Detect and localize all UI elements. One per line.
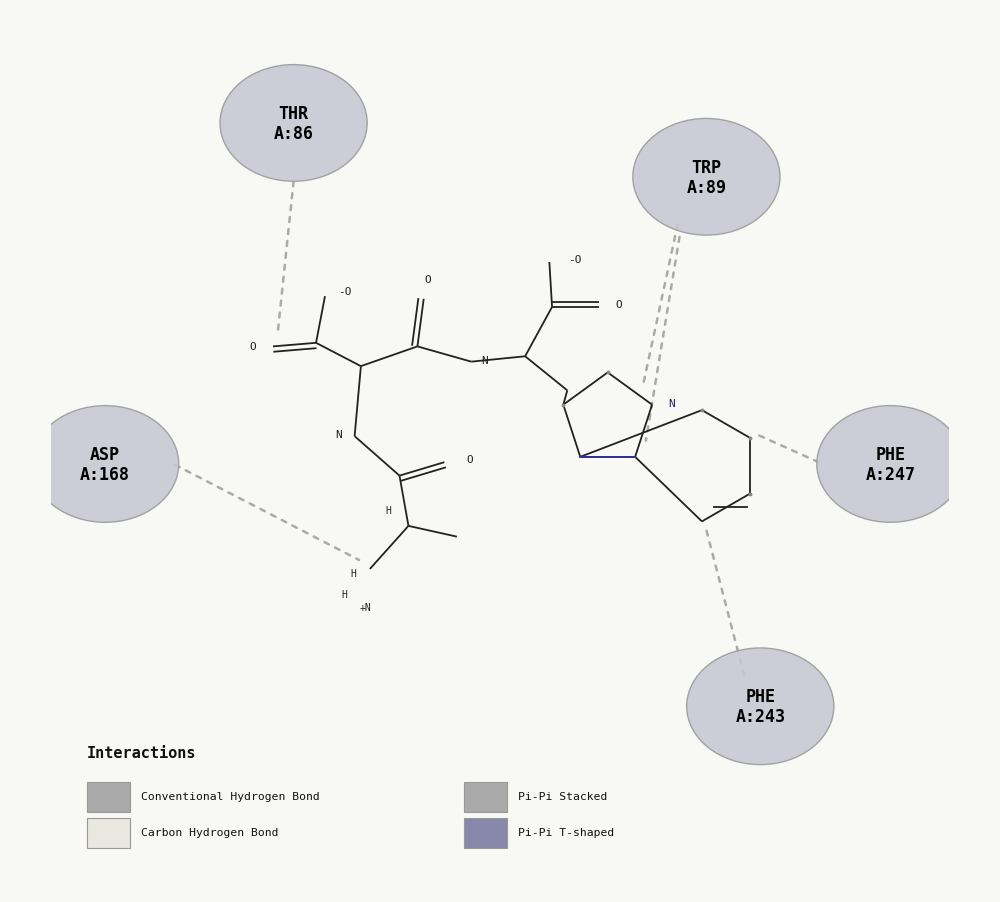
Text: H: H: [342, 589, 348, 600]
Text: N: N: [481, 355, 488, 365]
Ellipse shape: [633, 119, 780, 235]
Ellipse shape: [32, 406, 179, 523]
Text: H: H: [386, 505, 392, 515]
Text: +N: +N: [360, 602, 371, 612]
Text: O: O: [615, 299, 622, 310]
Text: O: O: [425, 275, 432, 285]
Ellipse shape: [220, 66, 367, 182]
Text: PHE
A:243: PHE A:243: [735, 687, 785, 725]
Text: H: H: [351, 569, 357, 579]
Text: O: O: [250, 342, 257, 352]
Text: Pi-Pi Stacked: Pi-Pi Stacked: [518, 791, 607, 801]
FancyBboxPatch shape: [87, 782, 130, 813]
Text: PHE
A:247: PHE A:247: [865, 446, 915, 483]
FancyBboxPatch shape: [87, 817, 130, 848]
Text: Interactions: Interactions: [87, 745, 197, 760]
Text: -O: -O: [338, 287, 351, 297]
Text: Pi-Pi T-shaped: Pi-Pi T-shaped: [518, 827, 614, 837]
Text: TRP
A:89: TRP A:89: [686, 159, 726, 197]
Text: Carbon Hydrogen Bond: Carbon Hydrogen Bond: [141, 827, 279, 837]
Text: Conventional Hydrogen Bond: Conventional Hydrogen Bond: [141, 791, 320, 801]
Text: ASP
A:168: ASP A:168: [80, 446, 130, 483]
FancyBboxPatch shape: [464, 817, 507, 848]
Ellipse shape: [687, 649, 834, 765]
Text: N: N: [335, 430, 342, 440]
Text: N: N: [668, 399, 675, 409]
Text: THR
A:86: THR A:86: [274, 105, 314, 143]
Text: O: O: [466, 455, 473, 465]
Text: -O: -O: [568, 255, 581, 265]
FancyBboxPatch shape: [464, 782, 507, 813]
Ellipse shape: [817, 406, 964, 523]
